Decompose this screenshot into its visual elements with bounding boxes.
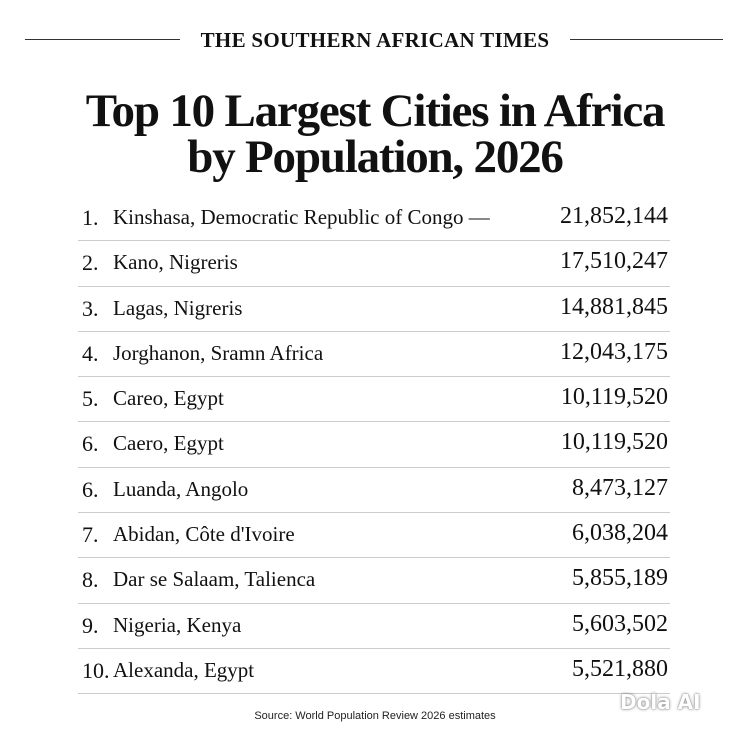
city: Luanda, Angolo — [113, 476, 249, 501]
table-row: 1. Kinshasa, Democratic Republic of Congo… — [78, 196, 670, 242]
population: 10,119,520 — [560, 384, 668, 411]
city: Lagas, Nigreris — [113, 295, 243, 320]
population: 5,521,880 — [572, 655, 668, 682]
city: Nigeria, Kenya — [113, 612, 242, 637]
table-row: 8. Dar se Salaam, Talienca 5,855,189 — [78, 558, 670, 604]
rank: 10. — [82, 657, 110, 683]
table-row: 9. Nigeria, Kenya 5,603,502 — [78, 604, 670, 649]
city: Careo, Egypt — [113, 386, 224, 411]
rank: 4. — [82, 340, 99, 366]
rank: 5. — [82, 386, 99, 412]
table-row: 2. Kano, Nigreris 17,510,247 — [78, 241, 670, 287]
table-row: 5. Careo, Egypt 10,119,520 — [78, 377, 670, 423]
city: Kano, Nigreris — [113, 250, 238, 275]
population: 5,603,502 — [572, 610, 668, 637]
watermark: Dola AI — [620, 690, 701, 714]
table-row: 4. Jorghanon, Sramn Africa 12,043,175 — [78, 332, 670, 378]
publication-text: THE SOUTHERN AFRICAN TIMES — [194, 28, 556, 52]
population: 10,119,520 — [560, 429, 668, 456]
rank: 1. — [82, 205, 99, 230]
table: 1. Kinshasa, Democratic Republic of Congo… — [78, 196, 670, 695]
table-row: 3. Lagas, Nigreris 14,881,845 — [78, 287, 670, 332]
rank: 3. — [82, 295, 99, 321]
city: Caero, Egypt — [113, 431, 224, 456]
city: Kinshasa, Democratic Republic of Congo — — [113, 205, 490, 229]
rule — [25, 39, 180, 40]
population: 14,881,845 — [560, 293, 668, 320]
publication-name: THE SOUTHERN AFRICAN TIMES — [0, 28, 750, 53]
population: 8,473,127 — [572, 474, 668, 501]
title: Top 10 Largest Cities in Africa by Popul… — [85, 85, 666, 183]
city: Alexanda, Egypt — [113, 657, 255, 682]
source: Source: World Population Review 2026 est… — [254, 710, 496, 722]
rank: 9. — [82, 612, 99, 638]
table-row: 6. Caero, Egypt 10,119,520 — [78, 422, 670, 468]
population: 6,038,204 — [572, 520, 668, 547]
table-row: 10. Alexanda, Egypt 5,521,880 — [78, 649, 670, 695]
city: Dar se Salaam, Talienca — [113, 567, 316, 592]
population: 17,510,247 — [560, 248, 668, 275]
rank: 6. — [82, 476, 99, 502]
rank: 6. — [82, 431, 99, 457]
rank: 8. — [82, 567, 99, 593]
city: Jorghanon, Sramn Africa — [113, 340, 324, 365]
table-row: 7. Abidan, Côte d'Ivoire 6,038,204 — [78, 513, 670, 559]
population: 21,852,144 — [560, 203, 668, 229]
rule — [570, 39, 723, 40]
table-row: 6. Luanda, Angolo 8,473,127 — [78, 468, 670, 514]
population: 12,043,175 — [560, 338, 668, 365]
masthead: THE SOUTHERN AFRICAN TIMES — [0, 26, 750, 54]
city: Abidan, Côte d'Ivoire — [113, 522, 295, 547]
population: 5,855,189 — [572, 565, 668, 592]
rank: 7. — [82, 522, 99, 548]
rank: 2. — [82, 250, 99, 276]
